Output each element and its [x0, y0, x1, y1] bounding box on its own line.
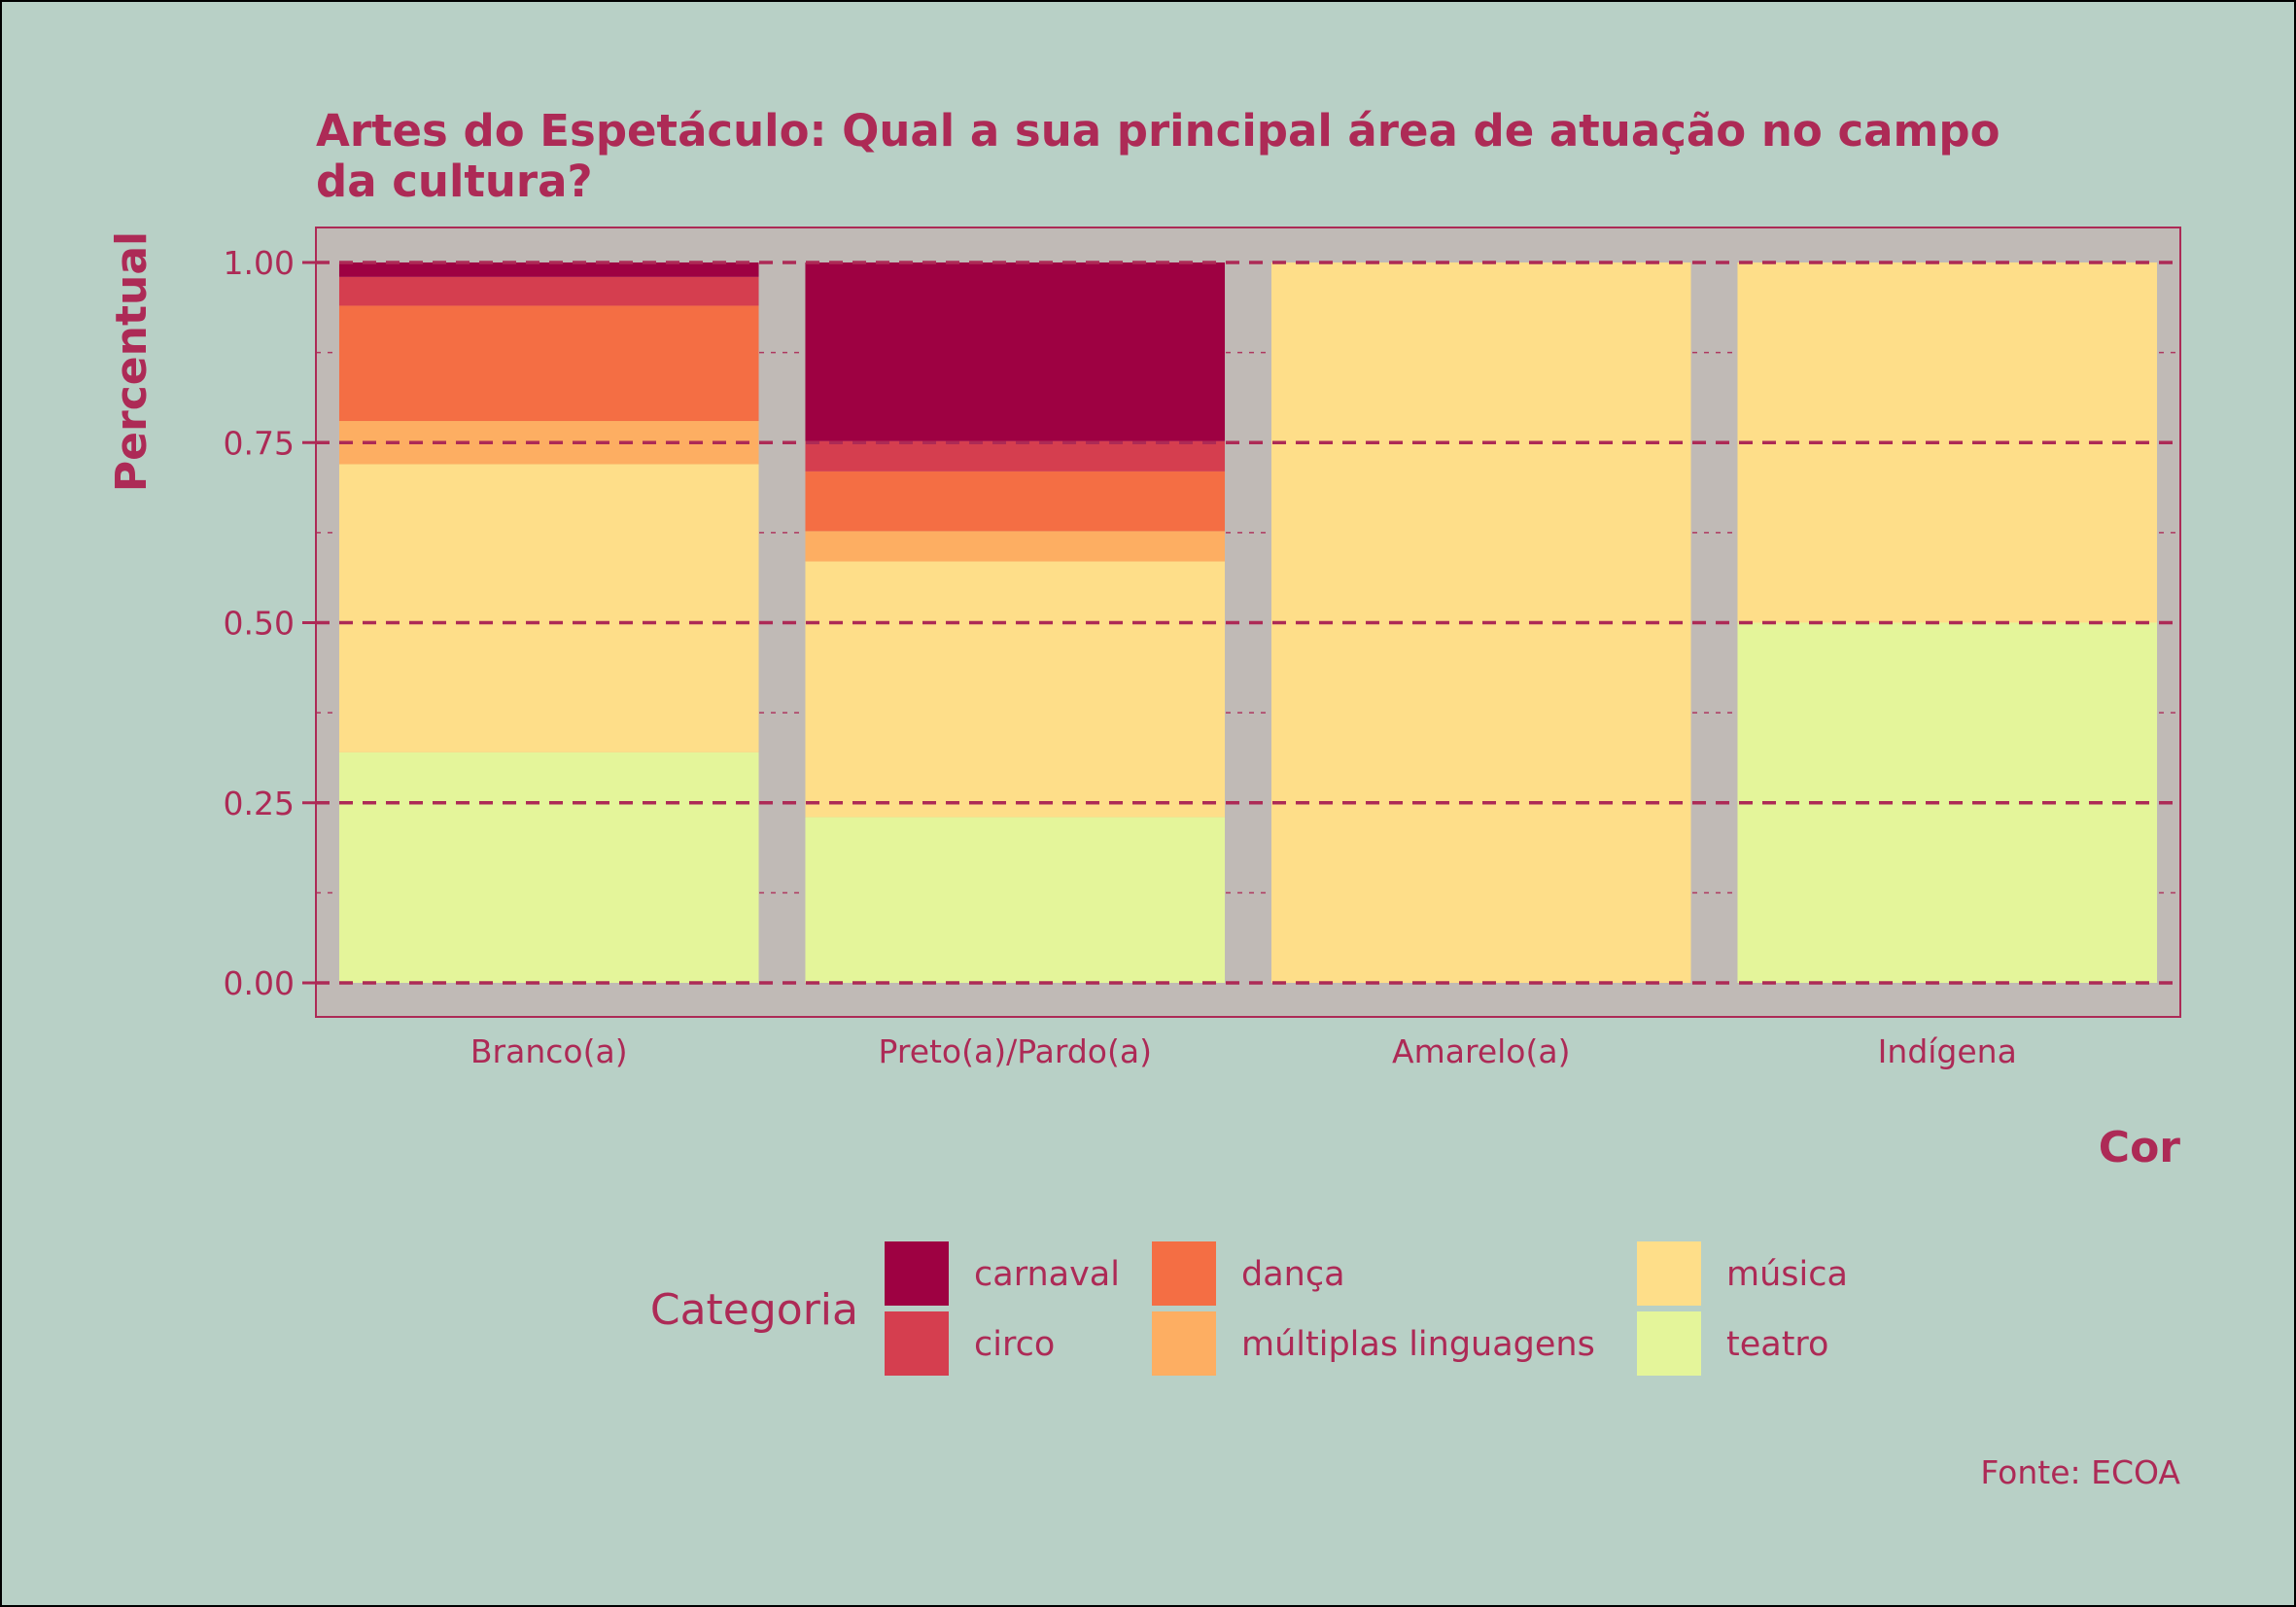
bar-segment-musica	[1270, 262, 1691, 983]
bar-segment-multiplas-linguagens	[338, 421, 759, 465]
bar-segment-danca	[805, 471, 1226, 532]
x-tick-label: Branco(a)	[470, 1032, 628, 1070]
legend-key-carnaval	[885, 1241, 949, 1306]
bar-segment-multiplas-linguagens	[805, 531, 1226, 562]
chart-title-line-1: Artes do Espetáculo: Qual a sua principa…	[316, 105, 2000, 157]
y-tick-label: 1.00	[224, 244, 295, 282]
legend-label: carnaval	[974, 1255, 1120, 1294]
panel-border	[315, 227, 2181, 1018]
bar-segment-musica	[1737, 262, 2158, 623]
x-tick-label: Indígena	[1878, 1032, 2017, 1070]
bar-segment-teatro	[1737, 622, 2158, 983]
legend-key-danca	[1152, 1241, 1216, 1306]
legend-label: música	[1726, 1255, 1848, 1294]
chart-title-line-2: da cultura?	[316, 156, 593, 207]
x-axis-label: Cor	[2099, 1123, 2181, 1172]
legend: carnaval circo dança múltiplas linguagens mú…	[885, 1241, 1848, 1376]
bar-segment-teatro	[805, 817, 1226, 983]
legend-label: teatro	[1726, 1325, 1828, 1364]
y-tick-label: 0.50	[224, 605, 295, 643]
bar-segment-musica	[338, 464, 759, 752]
x-tick-label: Amarelo(a)	[1392, 1032, 1570, 1070]
bar-segment-musica	[805, 561, 1226, 818]
bar-segment-teatro	[338, 751, 759, 983]
y-axis-label: Percentual	[107, 231, 157, 492]
bar-segment-carnaval	[805, 262, 1226, 441]
y-tick-label: 0.75	[224, 424, 295, 462]
legend-label: múltiplas linguagens	[1241, 1325, 1595, 1364]
y-tick-label: 0.25	[224, 785, 295, 822]
legend-key-circo	[885, 1311, 949, 1376]
x-tick-label: Preto(a)/Pardo(a)	[879, 1032, 1152, 1070]
y-tick-label: 0.00	[224, 964, 295, 1002]
plot-area: Branco(a) Preto(a)/Pardo(a) Amarelo(a) Indí…	[224, 227, 2181, 1070]
legend-key-musica	[1637, 1241, 1701, 1306]
legend-label: circo	[974, 1325, 1055, 1364]
bar-segment-circo	[805, 440, 1226, 472]
caption: Fonte: ECOA	[1980, 1453, 2180, 1491]
bar-segment-circo	[338, 276, 759, 306]
legend-key-multiplas-linguagens	[1152, 1311, 1216, 1376]
bar-segment-danca	[338, 305, 759, 422]
legend-label: dança	[1241, 1255, 1345, 1294]
legend-title: Categoria	[650, 1285, 858, 1335]
bar-segment-carnaval	[338, 262, 759, 277]
legend-key-teatro	[1637, 1311, 1701, 1376]
